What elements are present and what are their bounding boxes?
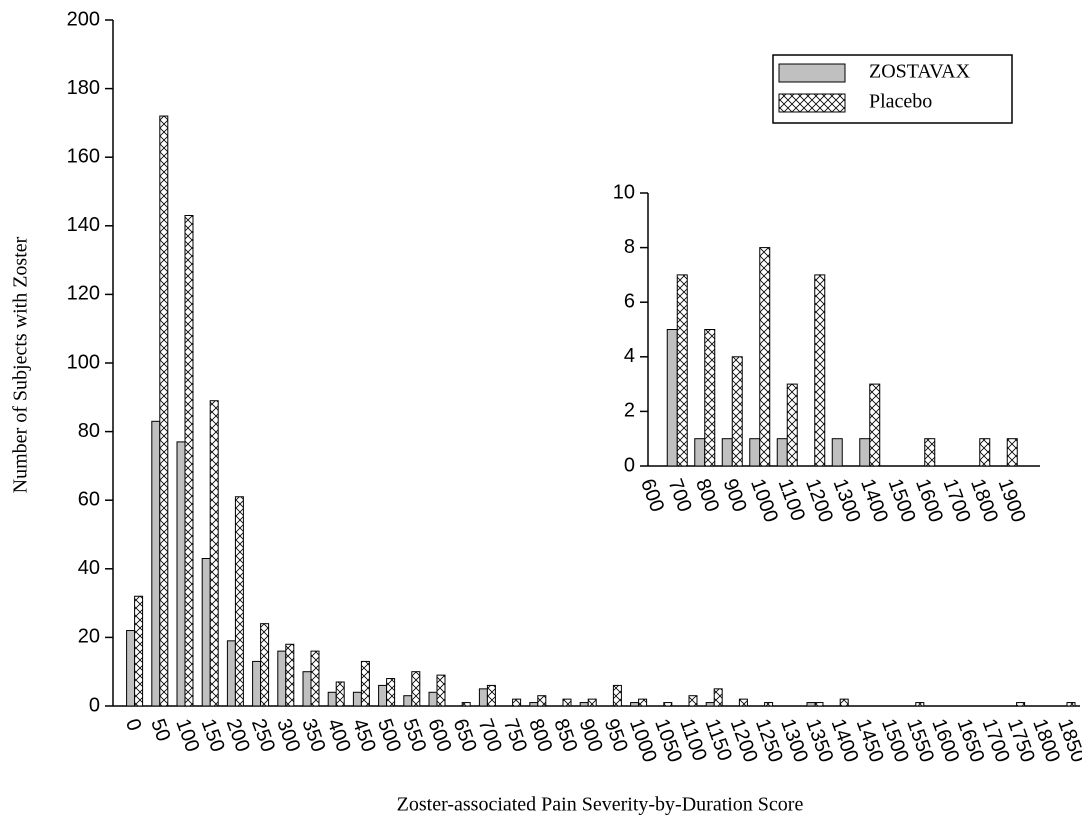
bar — [226, 640, 236, 707]
y-tick-label: 0 — [89, 694, 100, 716]
bar — [209, 400, 219, 707]
bar — [486, 684, 496, 707]
bar — [134, 595, 144, 707]
bar — [461, 702, 471, 707]
bar — [630, 702, 640, 707]
bar — [579, 702, 589, 707]
x-tick-label: 800 — [691, 476, 723, 515]
bar — [806, 702, 816, 707]
bar — [176, 441, 186, 707]
bar — [587, 698, 597, 707]
bar — [705, 702, 715, 707]
bar — [436, 674, 446, 707]
bar — [512, 698, 522, 707]
bar — [260, 623, 270, 707]
y-tick-label: 6 — [624, 290, 635, 312]
legend-label: Placebo — [869, 91, 932, 113]
bar — [285, 643, 295, 707]
bar — [126, 630, 136, 707]
bar — [666, 329, 678, 467]
bar — [335, 681, 345, 707]
bar — [749, 438, 761, 467]
y-tick-label: 160 — [67, 145, 100, 167]
bar — [638, 698, 648, 707]
bar — [738, 698, 748, 707]
bar — [478, 688, 488, 707]
bar — [428, 691, 438, 707]
legend-swatch — [778, 63, 846, 83]
bar — [234, 496, 244, 707]
bar — [1066, 702, 1076, 707]
bar — [352, 691, 362, 707]
bar — [786, 383, 798, 467]
bar — [378, 684, 388, 707]
bar — [839, 698, 849, 707]
bar — [201, 558, 211, 707]
legend-swatch — [778, 93, 846, 113]
x-tick-label: 50 — [146, 716, 174, 744]
bar — [759, 247, 771, 467]
y-tick-label: 4 — [624, 345, 635, 367]
bar — [327, 691, 337, 707]
legend-label: ZOSTAVAX — [869, 61, 971, 83]
bar — [713, 688, 723, 707]
bar — [1016, 702, 1026, 707]
bar — [663, 702, 673, 707]
bar — [411, 671, 421, 707]
bar — [814, 702, 824, 707]
x-tick-label: 0 — [121, 716, 145, 734]
bar — [694, 438, 706, 467]
y-tick-label: 200 — [67, 8, 100, 30]
y-axis-title: Number of Subjects with Zoster — [10, 236, 32, 493]
y-tick-label: 100 — [67, 351, 100, 373]
bar — [1006, 438, 1018, 467]
bar — [924, 438, 936, 467]
bar — [776, 438, 788, 467]
y-tick-label: 10 — [613, 181, 635, 203]
bar — [831, 438, 843, 467]
y-tick-label: 2 — [624, 400, 635, 422]
bar — [403, 695, 413, 707]
bar — [386, 678, 396, 707]
bar — [184, 215, 194, 707]
x-tick-label: 900 — [719, 476, 751, 515]
bar — [302, 671, 312, 707]
bar — [688, 695, 698, 707]
bar — [537, 695, 547, 707]
bar — [151, 420, 161, 707]
y-tick-label: 80 — [78, 420, 100, 442]
bar — [529, 702, 539, 707]
bar — [859, 438, 871, 467]
y-tick-label: 60 — [78, 488, 100, 510]
bar — [869, 383, 881, 467]
x-axis-title: Zoster-associated Pain Severity-by-Durat… — [397, 794, 804, 816]
bar — [310, 650, 320, 707]
bar — [721, 438, 733, 467]
bar — [979, 438, 991, 467]
y-tick-label: 8 — [624, 236, 635, 258]
bar — [814, 274, 826, 467]
bar — [612, 684, 622, 707]
y-tick-label: 140 — [67, 214, 100, 236]
bar — [915, 702, 925, 707]
y-tick-label: 40 — [78, 557, 100, 579]
bar — [360, 660, 370, 707]
bar — [562, 698, 572, 707]
bar — [159, 115, 169, 707]
bar — [676, 274, 688, 467]
y-tick-label: 180 — [67, 77, 100, 99]
y-tick-label: 120 — [67, 283, 100, 305]
bar — [252, 660, 262, 707]
bar — [731, 356, 743, 467]
y-tick-label: 0 — [624, 454, 635, 476]
bar — [764, 702, 774, 707]
bar — [277, 650, 287, 707]
bar — [704, 329, 716, 467]
y-tick-label: 20 — [78, 626, 100, 648]
x-tick-label: 700 — [664, 476, 696, 515]
x-tick-label: 600 — [636, 476, 668, 515]
